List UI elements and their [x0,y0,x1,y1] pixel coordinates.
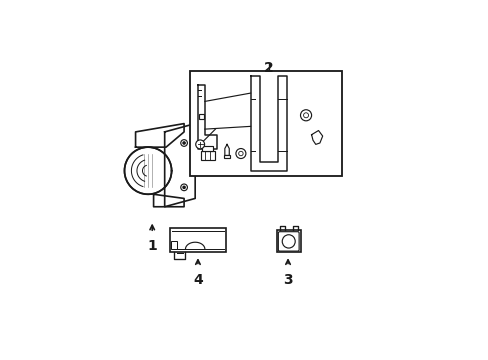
Circle shape [181,140,187,146]
Bar [276,230,300,252]
Text: 2: 2 [263,61,273,75]
Circle shape [300,110,311,121]
Text: 1: 1 [147,239,157,253]
Circle shape [238,151,243,156]
Circle shape [235,149,245,158]
FancyBboxPatch shape [278,232,299,251]
Circle shape [303,113,308,118]
Circle shape [183,142,185,144]
Bar [170,228,225,252]
Bar [200,151,214,159]
Bar [198,114,203,120]
Bar [170,241,177,249]
Circle shape [181,184,187,191]
Bar [202,146,213,151]
Bar [224,155,230,158]
Circle shape [183,186,185,188]
Circle shape [195,140,204,149]
Bar [189,71,342,176]
Text: 3: 3 [283,273,292,287]
Text: 4: 4 [193,273,203,287]
